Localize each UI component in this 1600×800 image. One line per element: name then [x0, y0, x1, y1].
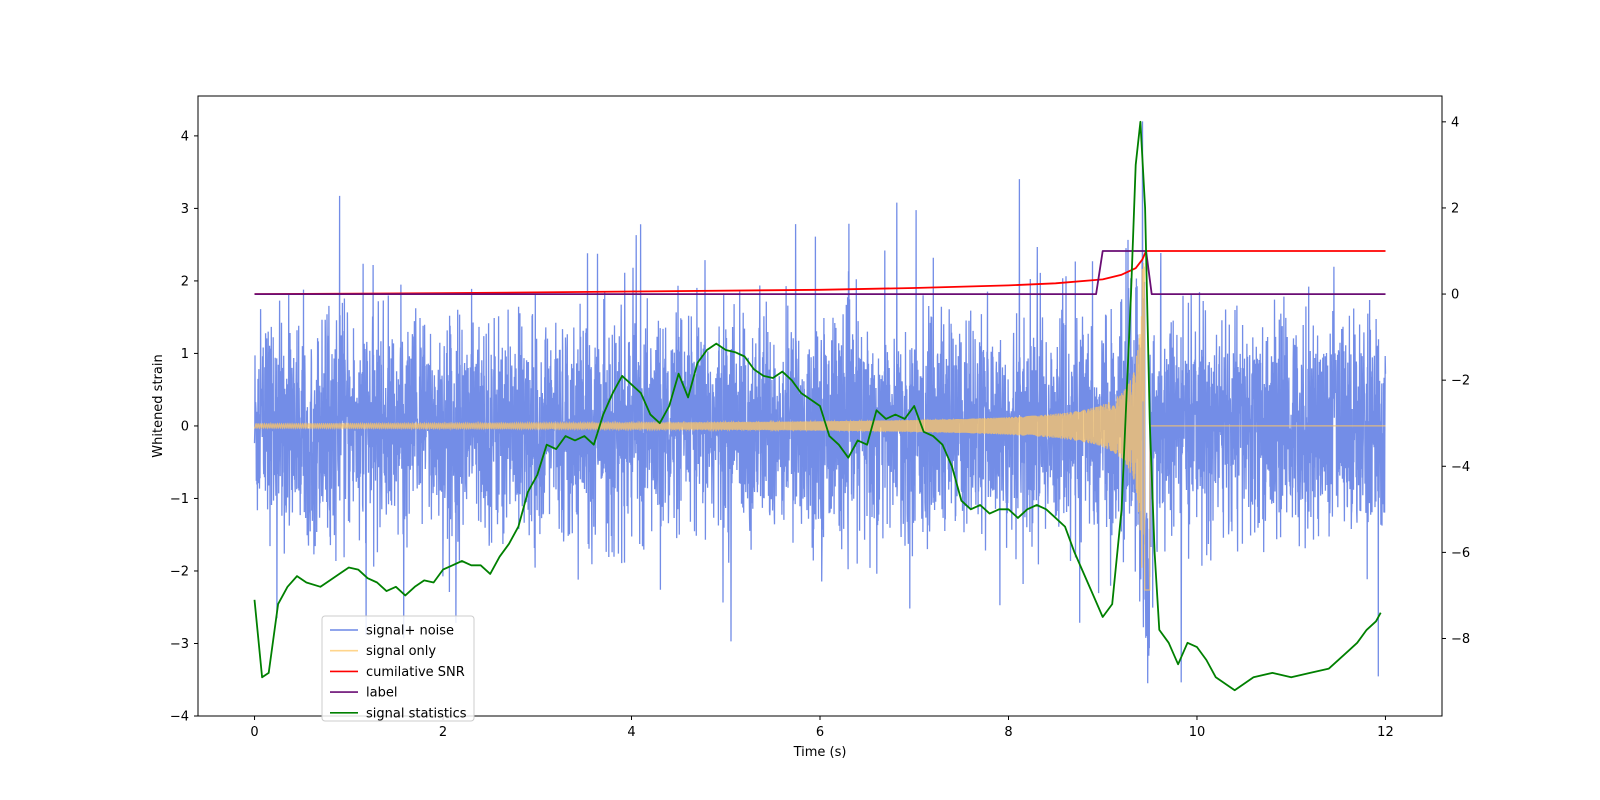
x-axis-label: Time (s): [793, 745, 847, 760]
x-tick-label: 4: [627, 725, 635, 740]
y2-tick-label: 4: [1451, 115, 1459, 130]
series-signal-noise: [253, 121, 1387, 684]
y-tick-label: −3: [170, 637, 189, 652]
legend-label: signal statistics: [366, 706, 467, 721]
y2-tick-label: 0: [1451, 288, 1459, 303]
legend-box: [321, 615, 475, 722]
y-tick-label: 0: [181, 419, 189, 434]
series-label: [254, 250, 1386, 295]
y2-tick-label: −8: [1451, 632, 1470, 647]
y2-tick-label: 2: [1451, 201, 1459, 216]
y-tick-label: 4: [181, 129, 189, 144]
x-tick-label: 6: [816, 725, 824, 740]
plot-area: [253, 120, 1387, 692]
legend: signal+ noise signal only cumilative SNR la…: [321, 615, 475, 722]
y2-axis-ticks: −8 −6 −4 −2 0 2 4: [1442, 115, 1470, 647]
y2-tick-label: −2: [1451, 374, 1470, 389]
x-tick-label: 0: [250, 725, 258, 740]
x-tick-label: 8: [1004, 725, 1012, 740]
x-tick-label: 12: [1377, 725, 1394, 740]
y-tick-label: 2: [181, 274, 189, 289]
series-signal-only: [253, 262, 1386, 591]
series-signal-statistics: [253, 120, 1382, 692]
legend-label: label: [366, 686, 397, 701]
x-tick-label: 2: [439, 725, 447, 740]
y-axis-label: Whitened strain: [151, 354, 166, 457]
series-layer: [253, 120, 1387, 692]
y-tick-label: 1: [181, 347, 189, 362]
y-tick-label: −1: [170, 492, 189, 507]
y-tick-label: −2: [170, 564, 189, 579]
legend-label: signal+ noise: [366, 624, 454, 639]
y-tick-label: −4: [170, 710, 189, 725]
x-tick-label: 10: [1189, 725, 1206, 740]
y2-tick-label: −4: [1451, 460, 1470, 475]
legend-label: signal only: [366, 644, 436, 659]
y2-tick-label: −6: [1451, 546, 1470, 561]
legend-label: cumilative SNR: [366, 665, 465, 680]
y-axis-ticks: −4 −3 −2 −1 0 1 2 3 4: [170, 129, 198, 725]
y-tick-label: 3: [181, 202, 189, 217]
